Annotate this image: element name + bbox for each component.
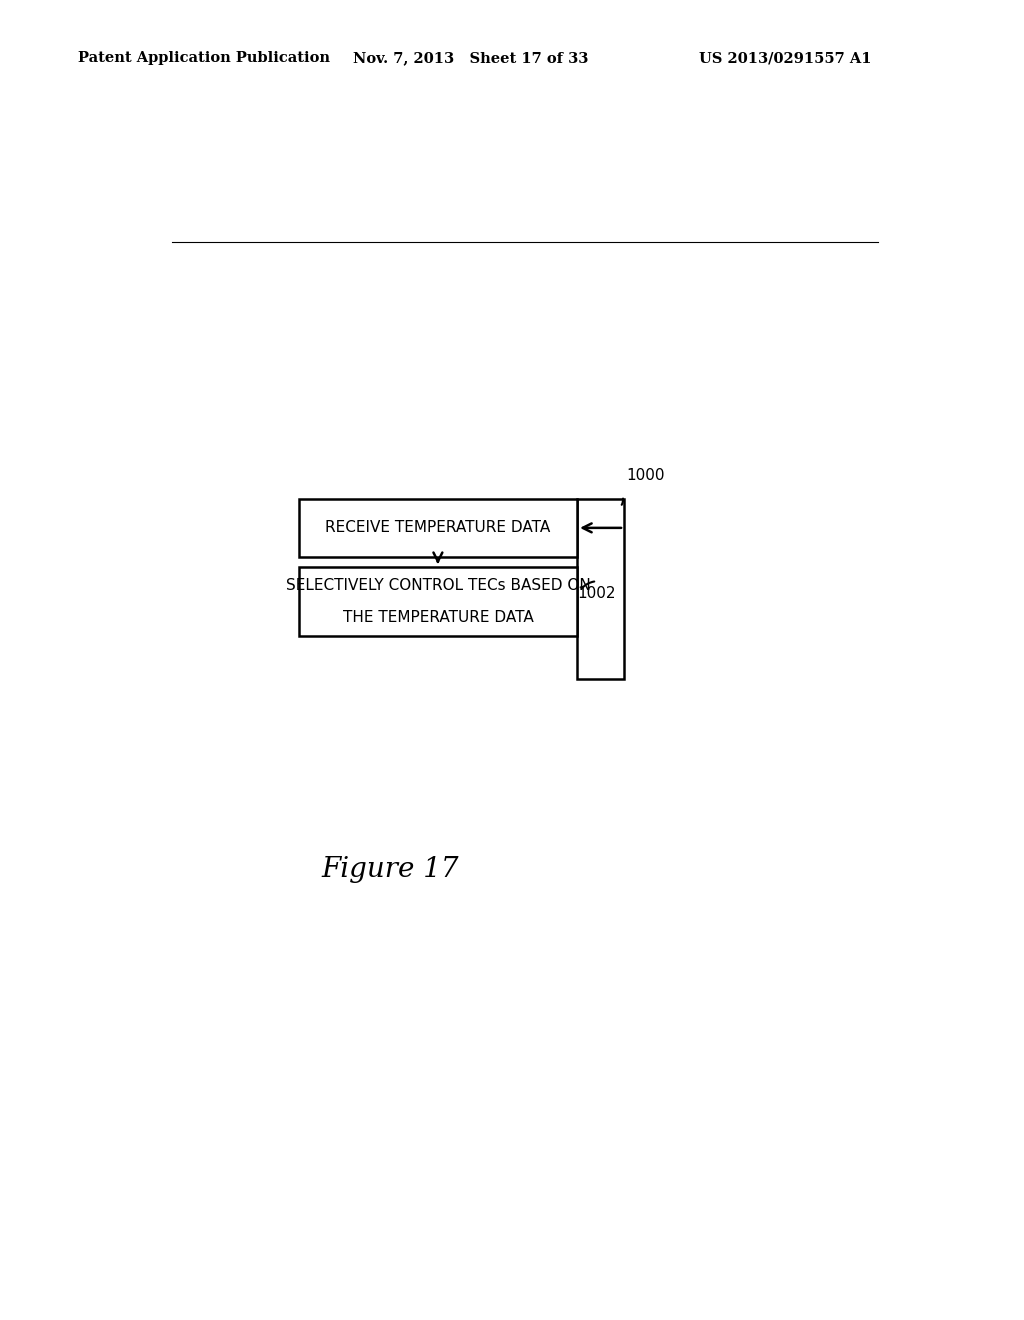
Text: US 2013/0291557 A1: US 2013/0291557 A1: [699, 51, 871, 65]
Bar: [299, 568, 578, 636]
Text: 1002: 1002: [578, 586, 615, 601]
Bar: [578, 499, 624, 678]
Text: THE TEMPERATURE DATA: THE TEMPERATURE DATA: [342, 610, 534, 626]
Text: Patent Application Publication: Patent Application Publication: [78, 51, 330, 65]
Text: RECEIVE TEMPERATURE DATA: RECEIVE TEMPERATURE DATA: [326, 520, 551, 536]
Bar: [299, 499, 578, 557]
Text: 1000: 1000: [627, 469, 665, 483]
Text: SELECTIVELY CONTROL TECs BASED ON: SELECTIVELY CONTROL TECs BASED ON: [286, 578, 590, 593]
Text: Figure 17: Figure 17: [322, 857, 459, 883]
Text: Nov. 7, 2013   Sheet 17 of 33: Nov. 7, 2013 Sheet 17 of 33: [353, 51, 589, 65]
